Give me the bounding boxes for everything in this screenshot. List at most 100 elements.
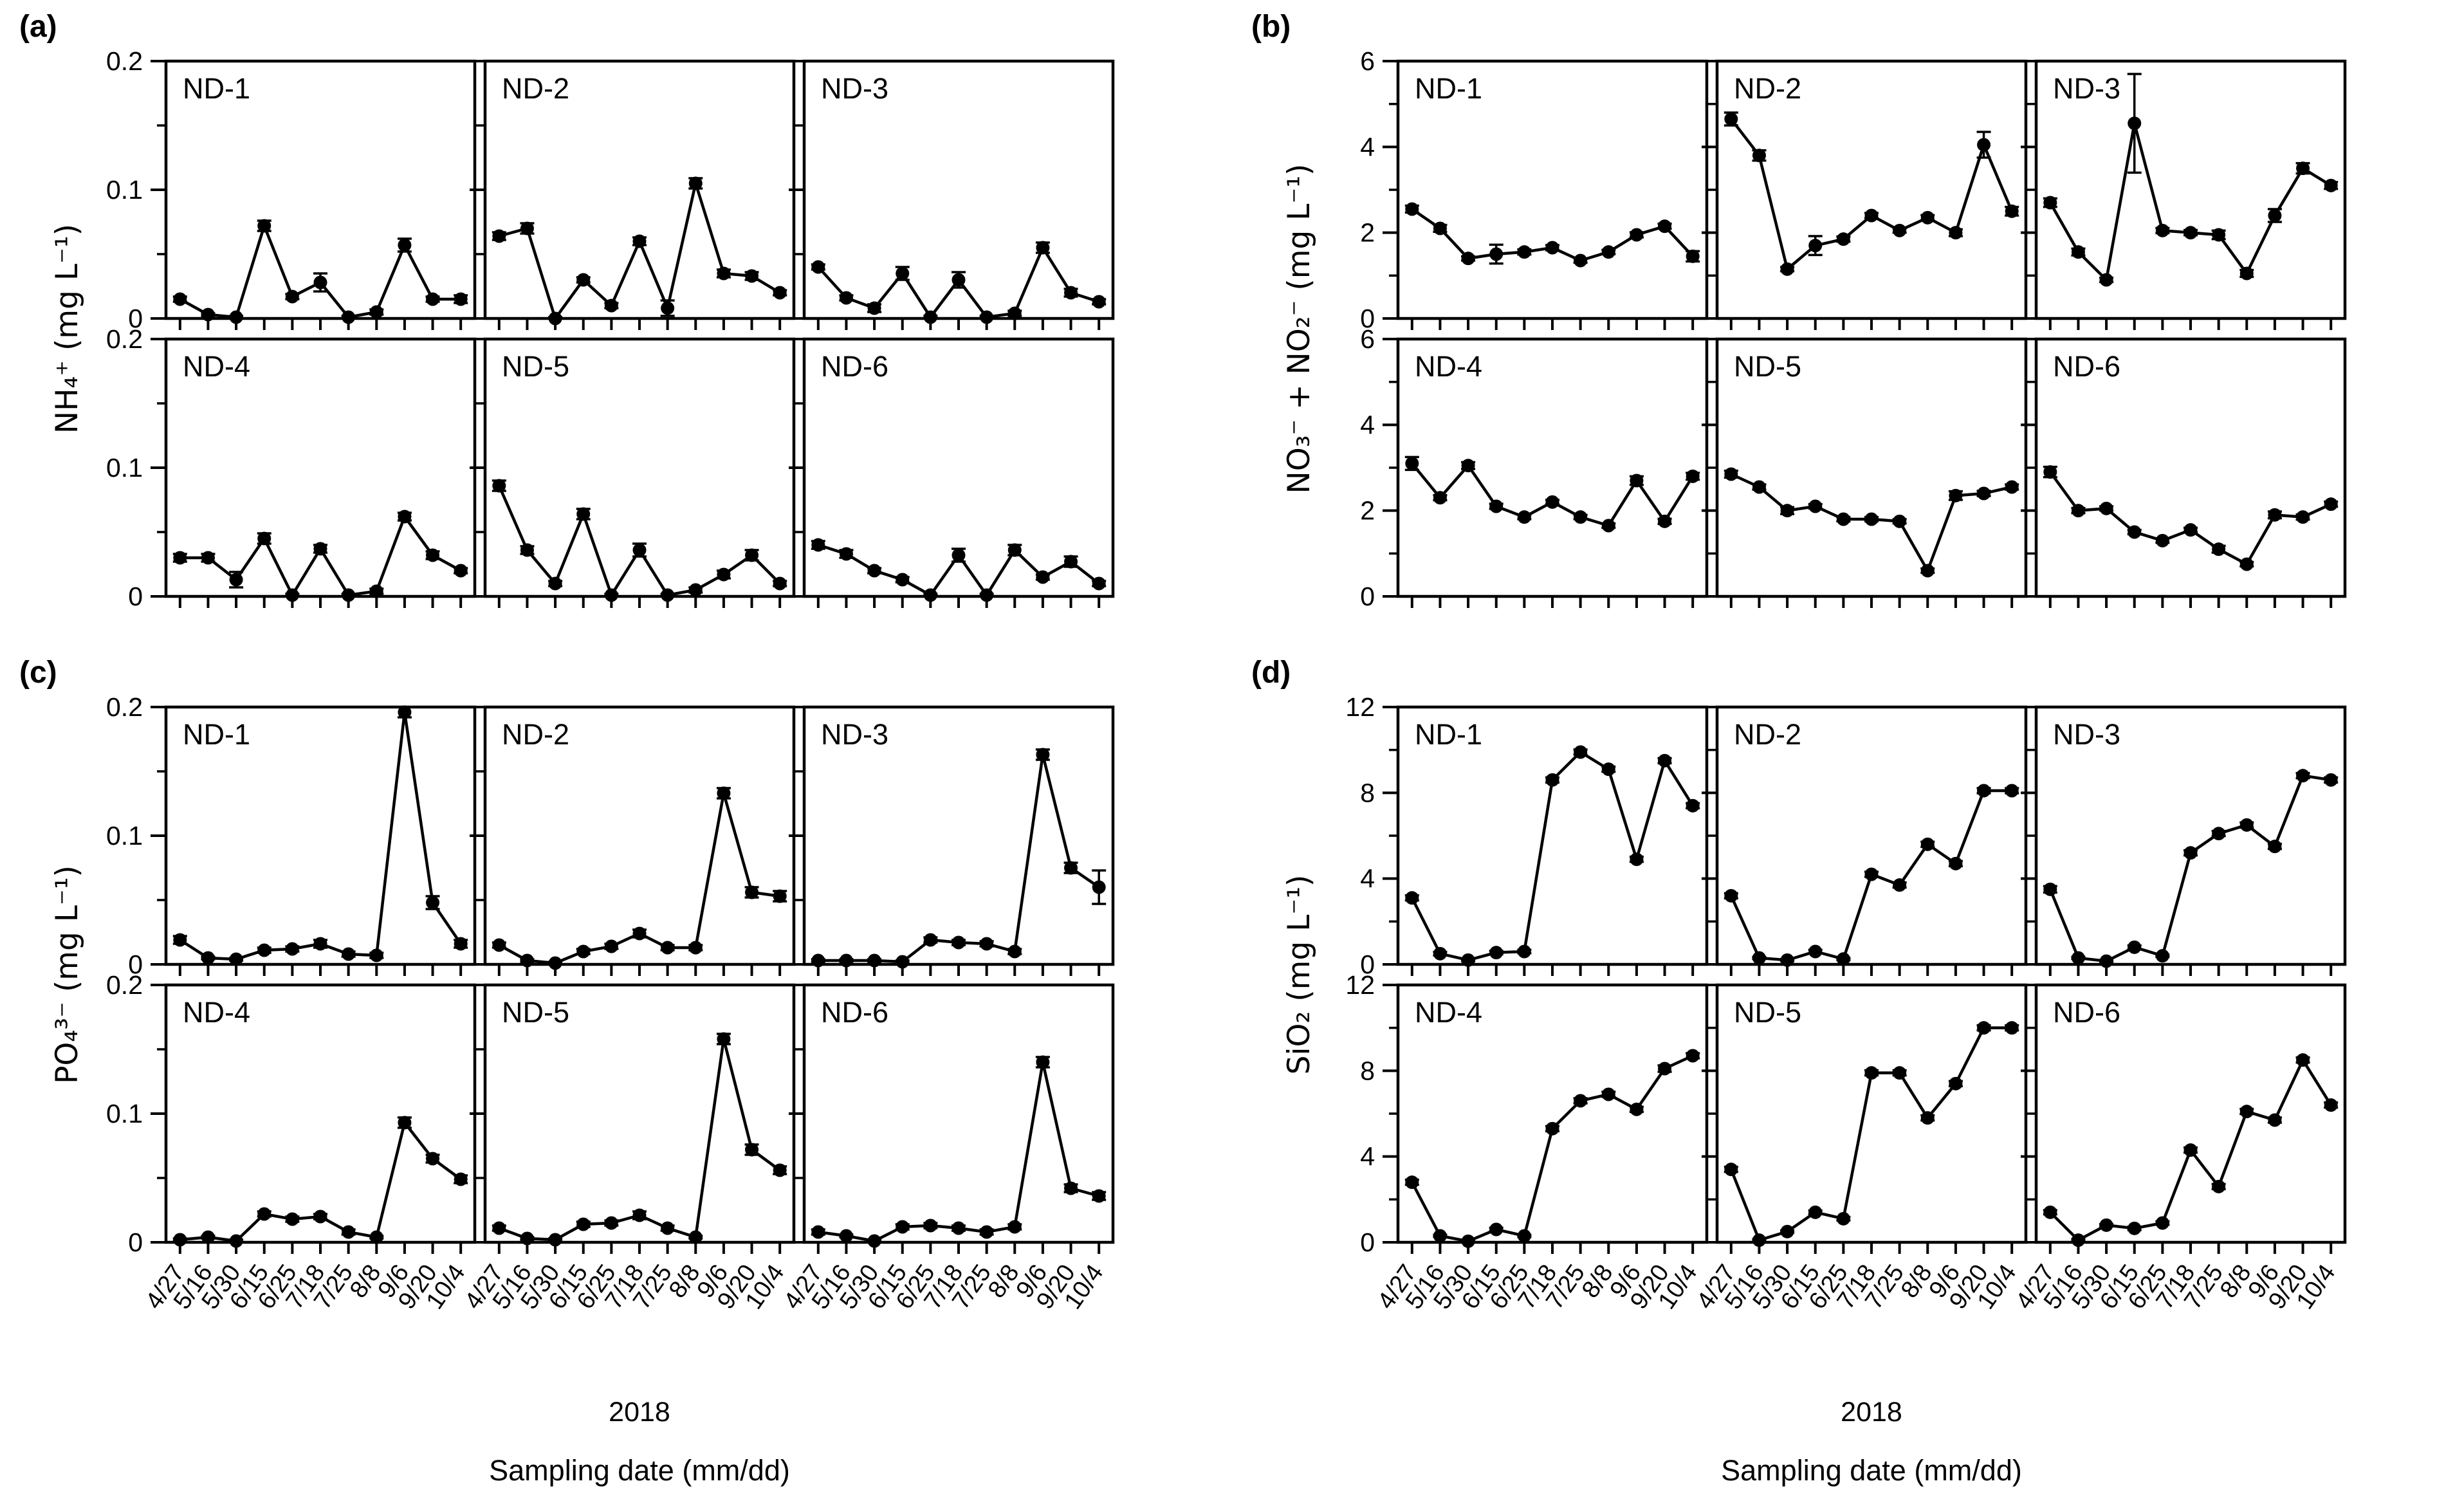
data-point xyxy=(1601,245,1615,259)
subplot-ND-4: 0 0.1 0.2 ND-4 xyxy=(106,324,477,611)
panel-chart-svg: NO₃⁻ + NO₂⁻ (mg L⁻¹) 0 2 4 6 ND-1 ND-2 ND-3 0 2 4 6… xyxy=(1282,48,2347,611)
data-point xyxy=(1405,891,1419,905)
svg-text:0: 0 xyxy=(1360,950,1375,979)
data-point xyxy=(1036,570,1050,584)
data-point xyxy=(1405,1175,1419,1190)
svg-text:8: 8 xyxy=(1360,778,1375,807)
data-point xyxy=(1601,519,1615,533)
plot-box xyxy=(802,983,1115,1244)
data-point xyxy=(1489,247,1503,261)
data-point xyxy=(2296,769,2310,783)
data-point xyxy=(811,260,825,274)
data-point xyxy=(1007,1220,1022,1234)
data-point xyxy=(576,507,591,521)
data-point xyxy=(257,1207,271,1221)
data-point xyxy=(313,275,327,290)
data-point xyxy=(1517,944,1531,959)
svg-text:2: 2 xyxy=(1360,218,1375,248)
panel-chart-svg: SiO₂ (mg L⁻¹) 0 4 8 12 ND-1 ND-2 ND-3 0 4 8 12 4/275… xyxy=(1282,694,2347,1487)
data-point xyxy=(1658,514,1672,528)
subplot-ND-2: ND-2 xyxy=(470,705,796,976)
data-point xyxy=(1064,1181,1078,1195)
data-point xyxy=(1630,474,1644,488)
data-point xyxy=(1092,880,1106,894)
data-point xyxy=(1461,459,1475,473)
data-point xyxy=(1658,219,1672,234)
data-point xyxy=(1808,944,1823,959)
data-point xyxy=(1893,1066,1907,1080)
subplot-ND-3: ND-3 xyxy=(789,59,1115,330)
data-point xyxy=(2184,523,2198,537)
data-point xyxy=(454,564,468,578)
data-point xyxy=(548,1233,562,1247)
data-point xyxy=(2071,1233,2085,1247)
subplot-ND-3: ND-3 xyxy=(2021,705,2347,976)
plot-box xyxy=(2034,337,2347,598)
data-point xyxy=(398,510,412,524)
data-point xyxy=(1780,504,1794,518)
data-point xyxy=(1064,861,1078,875)
site-label: ND-4 xyxy=(1415,996,1482,1029)
data-point xyxy=(688,583,703,597)
site-label: ND-5 xyxy=(1734,996,1801,1029)
y-axis-label: PO₄³⁻ (mg L⁻¹) xyxy=(50,865,85,1084)
data-point xyxy=(1836,1211,1850,1226)
data-point xyxy=(923,310,937,324)
panel-b-letter: (b) xyxy=(1251,10,1291,44)
data-point xyxy=(2005,480,2019,494)
data-point xyxy=(1752,149,1766,163)
data-point xyxy=(1545,495,1559,509)
data-point xyxy=(632,234,647,248)
site-label: ND-4 xyxy=(183,996,250,1029)
data-point xyxy=(1036,1055,1050,1069)
data-point xyxy=(1036,241,1050,255)
x-axis-title: Sampling date (mm/dd) xyxy=(1721,1454,2022,1487)
data-point xyxy=(839,1229,853,1243)
data-point xyxy=(952,548,966,562)
plot-box xyxy=(1715,983,2028,1244)
panel-c-letter: (c) xyxy=(19,656,57,690)
data-point xyxy=(342,310,356,324)
data-point xyxy=(2324,178,2338,192)
data-point xyxy=(1574,253,1588,268)
data-point xyxy=(313,542,327,556)
data-point xyxy=(1977,1021,1991,1035)
data-point xyxy=(980,588,994,602)
plot-box xyxy=(1715,337,2028,598)
data-point xyxy=(426,548,440,562)
data-point xyxy=(1517,510,1531,524)
data-point xyxy=(688,1230,703,1244)
site-label: ND-3 xyxy=(821,72,888,105)
subplot-ND-2: ND-2 xyxy=(1702,59,2028,330)
data-point xyxy=(1920,837,1935,851)
data-point xyxy=(745,269,759,283)
data-point xyxy=(2239,1105,2254,1119)
data-point xyxy=(398,705,412,719)
data-point xyxy=(2268,508,2282,522)
data-point xyxy=(2296,1053,2310,1067)
data-point xyxy=(398,238,412,252)
data-point xyxy=(1893,878,1907,892)
subplot-ND-5: ND-5 xyxy=(1702,337,2028,608)
panel-chart-svg: PO₄³⁻ (mg L⁻¹) 0 0.1 0.2 ND-1 ND-2 ND-3 0 0.1 0.2… xyxy=(50,694,1115,1487)
data-point xyxy=(1836,952,1850,966)
data-point xyxy=(923,588,937,602)
data-point xyxy=(1752,951,1766,965)
data-point xyxy=(1724,1163,1738,1177)
data-point xyxy=(173,1233,187,1247)
data-point xyxy=(773,286,787,300)
data-point xyxy=(1808,239,1823,253)
site-label: ND-6 xyxy=(2053,996,2120,1029)
data-point xyxy=(1864,1066,1879,1080)
data-point xyxy=(2155,1216,2169,1230)
data-point xyxy=(1630,228,1644,242)
data-point xyxy=(923,1218,937,1233)
svg-text:6: 6 xyxy=(1360,48,1375,76)
data-point xyxy=(576,273,591,287)
data-point xyxy=(1064,555,1078,569)
data-point xyxy=(1949,226,1963,240)
data-point xyxy=(257,531,271,546)
data-point xyxy=(632,926,647,941)
data-point xyxy=(2324,1098,2338,1112)
